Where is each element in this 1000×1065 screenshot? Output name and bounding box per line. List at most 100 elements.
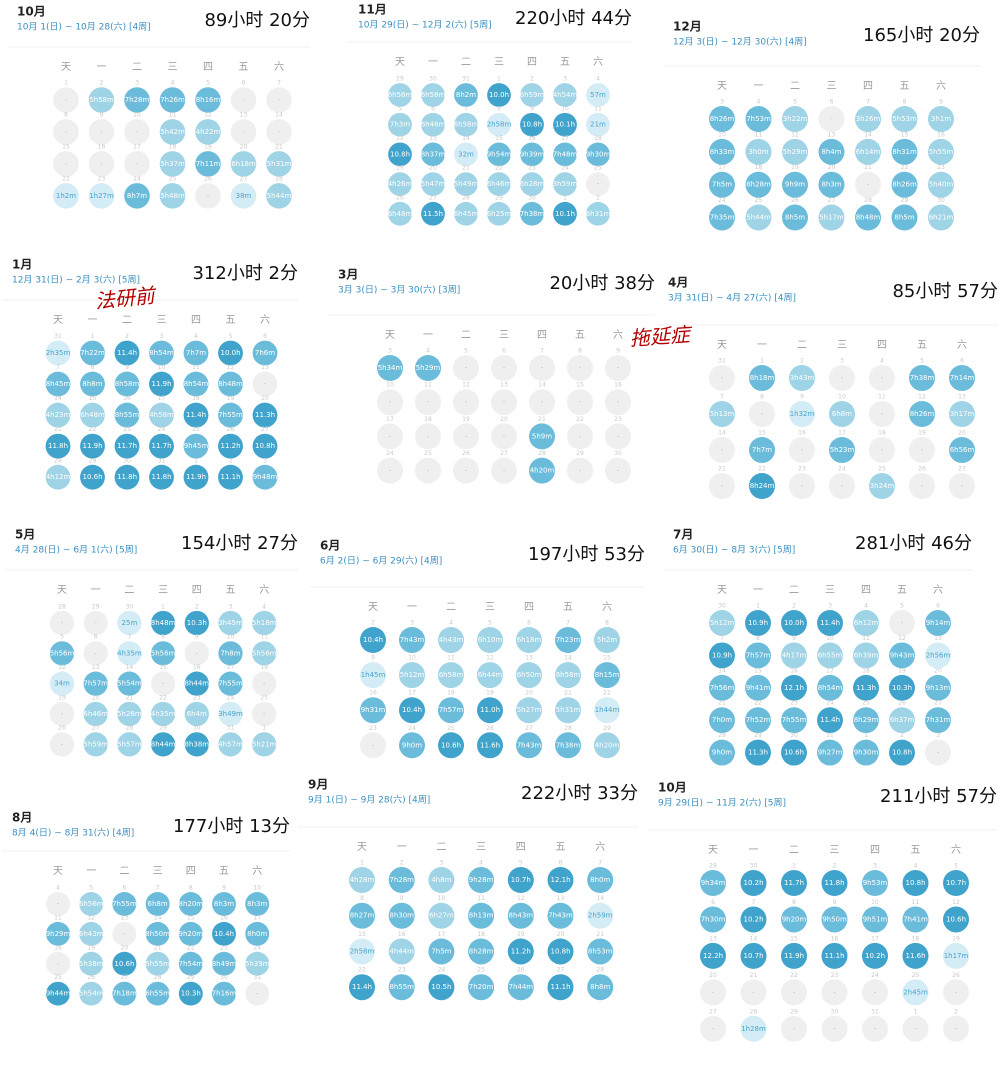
day-number: 20 xyxy=(557,931,565,938)
day-number: 5 xyxy=(89,885,93,892)
day-duration: - xyxy=(503,432,506,440)
day-number: 4 xyxy=(56,885,60,892)
weekday-header: 四 xyxy=(877,340,887,351)
day-duration: 8h38m xyxy=(184,740,209,748)
day-circle xyxy=(553,172,577,196)
day-duration: 5h21m xyxy=(252,740,277,748)
day-number: 17 xyxy=(133,144,141,151)
day-circle xyxy=(902,942,929,969)
day-number: 22 xyxy=(358,967,366,974)
day-circle xyxy=(740,979,767,1006)
day-duration: - xyxy=(867,181,870,189)
day-number: 14 xyxy=(538,382,546,389)
day-circle xyxy=(700,942,726,969)
day-number: 8 xyxy=(360,895,364,902)
day-duration: 5h38m xyxy=(79,960,104,968)
day-duration: 5h58m xyxy=(89,96,114,104)
day-number: 9 xyxy=(616,348,620,355)
day-duration: - xyxy=(263,710,266,718)
weekday-header: 四 xyxy=(203,62,213,73)
day-number: 7 xyxy=(56,364,60,371)
day-number: 3 xyxy=(439,860,443,867)
day-number: 20 xyxy=(429,165,437,172)
day-circle xyxy=(821,942,848,969)
day-number: 1 xyxy=(360,860,364,867)
day-number: 8 xyxy=(605,620,609,627)
total-time: 222小时 33分 xyxy=(521,783,638,804)
weekday-header: 五 xyxy=(560,57,570,68)
day-number: 8 xyxy=(189,885,193,892)
day-circle xyxy=(516,662,542,689)
day-circle xyxy=(117,610,142,636)
day-number: 1 xyxy=(194,457,198,464)
day-duration: 10.3h xyxy=(892,684,912,692)
day-number: 3 xyxy=(410,620,414,627)
day-duration: 6h18m xyxy=(517,636,542,644)
day-duration: - xyxy=(465,364,468,372)
day-number: 13 xyxy=(828,131,836,138)
day-number: 17 xyxy=(838,430,846,437)
weekday-header: 四 xyxy=(870,845,880,856)
weekday-header: 二 xyxy=(122,315,132,326)
day-circle xyxy=(399,627,425,653)
day-number: 31 xyxy=(158,457,166,464)
day-number: 10 xyxy=(253,885,261,892)
day-circle xyxy=(709,674,735,701)
day-duration: 7h56m xyxy=(710,684,735,692)
day-number: 19 xyxy=(898,667,906,674)
day-duration: 6h37m xyxy=(890,716,915,724)
day-circle xyxy=(943,979,969,1006)
weekday-header: 三 xyxy=(837,340,847,351)
day-duration: 9h20m xyxy=(782,915,807,923)
month-label: 12月 xyxy=(673,20,702,34)
day-number: 27 xyxy=(557,967,565,974)
day-duration: - xyxy=(881,446,884,454)
day-number: 1 xyxy=(760,358,764,365)
day-duration: 11.8h xyxy=(48,442,68,450)
day-duration: - xyxy=(196,649,199,657)
day-number: 11 xyxy=(755,131,763,138)
day-circle xyxy=(928,171,954,198)
day-duration: 5h56m xyxy=(50,649,75,657)
day-circle xyxy=(218,464,243,490)
day-number: 4 xyxy=(914,863,918,870)
day-duration: 5h37m xyxy=(160,160,185,168)
day-number: 12 xyxy=(517,895,525,902)
day-circle xyxy=(781,979,807,1006)
month-label: 9月 xyxy=(308,778,328,792)
weekday-header: 天 xyxy=(357,842,367,853)
day-duration: 6h27m xyxy=(429,912,454,920)
weekday-header: 六 xyxy=(951,844,961,856)
day-number: 11 xyxy=(54,914,62,921)
day-duration: - xyxy=(256,990,259,998)
day-circle xyxy=(468,974,495,1001)
day-number: 5 xyxy=(60,634,64,641)
day-circle xyxy=(49,641,75,666)
day-circle xyxy=(745,707,771,734)
weekday-header: 四 xyxy=(516,842,526,853)
weekday-header: 六 xyxy=(602,601,612,613)
day-duration: - xyxy=(881,410,884,418)
day-number: 10 xyxy=(718,131,726,138)
day-circle xyxy=(114,371,140,397)
day-number: 8 xyxy=(91,364,95,371)
date-range: 6月 2(日) ~ 6月 29(六) [4周] xyxy=(320,555,442,567)
day-number: 3 xyxy=(828,603,832,610)
day-duration: 8h54m xyxy=(818,684,843,692)
weekday-header: 五 xyxy=(239,62,249,73)
date-range: 9月 1(日) ~ 9月 28(六) [4周] xyxy=(308,794,430,806)
day-duration: 2h59m xyxy=(588,912,613,920)
day-circle xyxy=(112,951,137,976)
day-number: 28 xyxy=(154,974,162,981)
day-circle xyxy=(491,457,517,484)
day-duration: 9h48m xyxy=(253,473,278,481)
day-circle xyxy=(468,938,495,965)
day-circle xyxy=(88,87,115,113)
day-number: 19 xyxy=(791,164,799,171)
day-number: 27 xyxy=(500,450,508,457)
day-duration: 7h28m xyxy=(389,876,414,884)
day-circle xyxy=(252,433,278,459)
weekday-header: 三 xyxy=(153,866,163,877)
day-duration: 4h17m xyxy=(782,651,807,659)
